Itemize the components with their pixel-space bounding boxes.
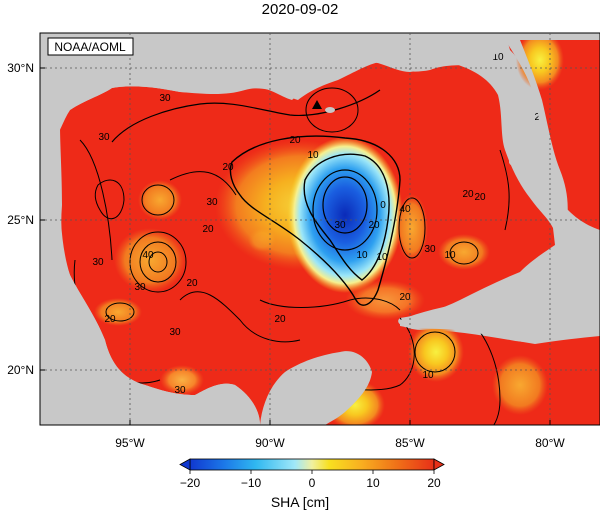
credit-label: NOAA/AOML [54,40,126,54]
contour-label: 20 [399,292,411,303]
florida-peninsula [505,40,568,230]
graticule [40,33,600,425]
loop-current-eddy [287,137,403,293]
colorbar-label: SHA [cm] [270,494,330,510]
plot-frame [39,32,600,426]
contour-label: 30 [169,327,181,338]
y-tick-label: 30°N [7,61,34,75]
contour-label: 40 [142,250,154,261]
contour-label: 30 [98,132,110,143]
sha-anomaly-blob [160,365,204,395]
colorbar-tick-label: −20 [180,476,201,490]
x-tick-label: 95°W [115,436,145,450]
contour-label: 30 [424,244,436,255]
sha-anomaly-blob [94,298,142,326]
us-gulf-coast [40,33,600,150]
contour-label: 20 [202,224,214,235]
contour-label: 20 [368,220,380,231]
contour-label: 20 [186,278,198,289]
bahamas-island [509,158,521,166]
sha-anomaly-blob [408,322,464,382]
sha-anomaly-blob [438,234,490,270]
contour-label: 30 [334,220,346,231]
contour-label: 30 [206,197,218,208]
axis-ticks [40,67,551,425]
sha-anomaly-blob [396,194,428,262]
credit-box [47,37,134,56]
contour-label: 20 [462,189,474,200]
triangle-marker-icon [312,100,322,109]
y-tick-label: 20°N [7,363,34,377]
contour-label: 30 [174,385,186,396]
colorbar [189,458,435,471]
contour-label: 30 [134,282,146,293]
contour-label: 20 [104,314,116,325]
colorbar-tick-label: 10 [366,476,380,490]
contour-label: 30 [159,93,171,104]
x-tick-label: 90°W [255,436,285,450]
x-tick-label: 80°W [535,436,565,450]
contour-label: 10 [422,370,434,381]
sha-anomaly-blob [114,228,186,292]
map-title: 2020-09-02 [261,1,339,18]
y-tick-label: 25°N [7,213,34,227]
contour-label: 20 [289,135,301,146]
contour-label: 20 [222,162,234,173]
contour-label: 20 [474,192,486,203]
contour-label: 40 [399,204,411,215]
contour-label: 10 [444,250,456,261]
sha-anomaly-blob [492,355,548,415]
atlantic-field [505,33,600,230]
small-island [325,107,335,113]
cuba-east [525,295,572,306]
mexico-coast [40,150,260,425]
contour-label: 0 [380,200,386,211]
contour-label: 10 [356,250,368,261]
contour-label: 20 [274,314,286,325]
contour-label: 30 [92,257,104,268]
colorbar-max-arrow [433,458,445,471]
contour-label: 10 [492,52,504,63]
colorbar-tick-label: −10 [241,476,262,490]
contour-label: 10 [307,150,319,161]
yucatan-peninsula [260,351,372,425]
colorbar-min-arrow [179,458,191,471]
sha-anomaly-blob [345,280,425,320]
colorbar-tick-label: 0 [309,476,316,490]
x-tick-label: 85°W [395,436,425,450]
colorbar-tick-label: 20 [427,476,441,490]
contour-label: 10 [376,252,388,263]
sha-anomaly-blob [138,180,182,220]
